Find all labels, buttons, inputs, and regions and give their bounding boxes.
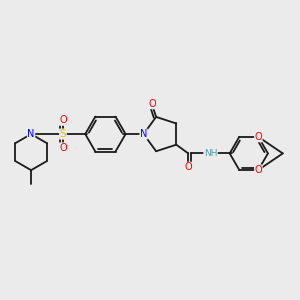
Text: O: O — [148, 99, 156, 109]
Text: O: O — [59, 115, 67, 125]
Text: O: O — [184, 162, 192, 172]
Text: S: S — [60, 129, 66, 139]
Text: NH: NH — [204, 149, 217, 158]
Text: O: O — [59, 143, 67, 153]
Text: O: O — [254, 165, 262, 175]
Text: N: N — [27, 129, 35, 139]
Text: O: O — [254, 132, 262, 142]
Text: N: N — [140, 129, 147, 139]
